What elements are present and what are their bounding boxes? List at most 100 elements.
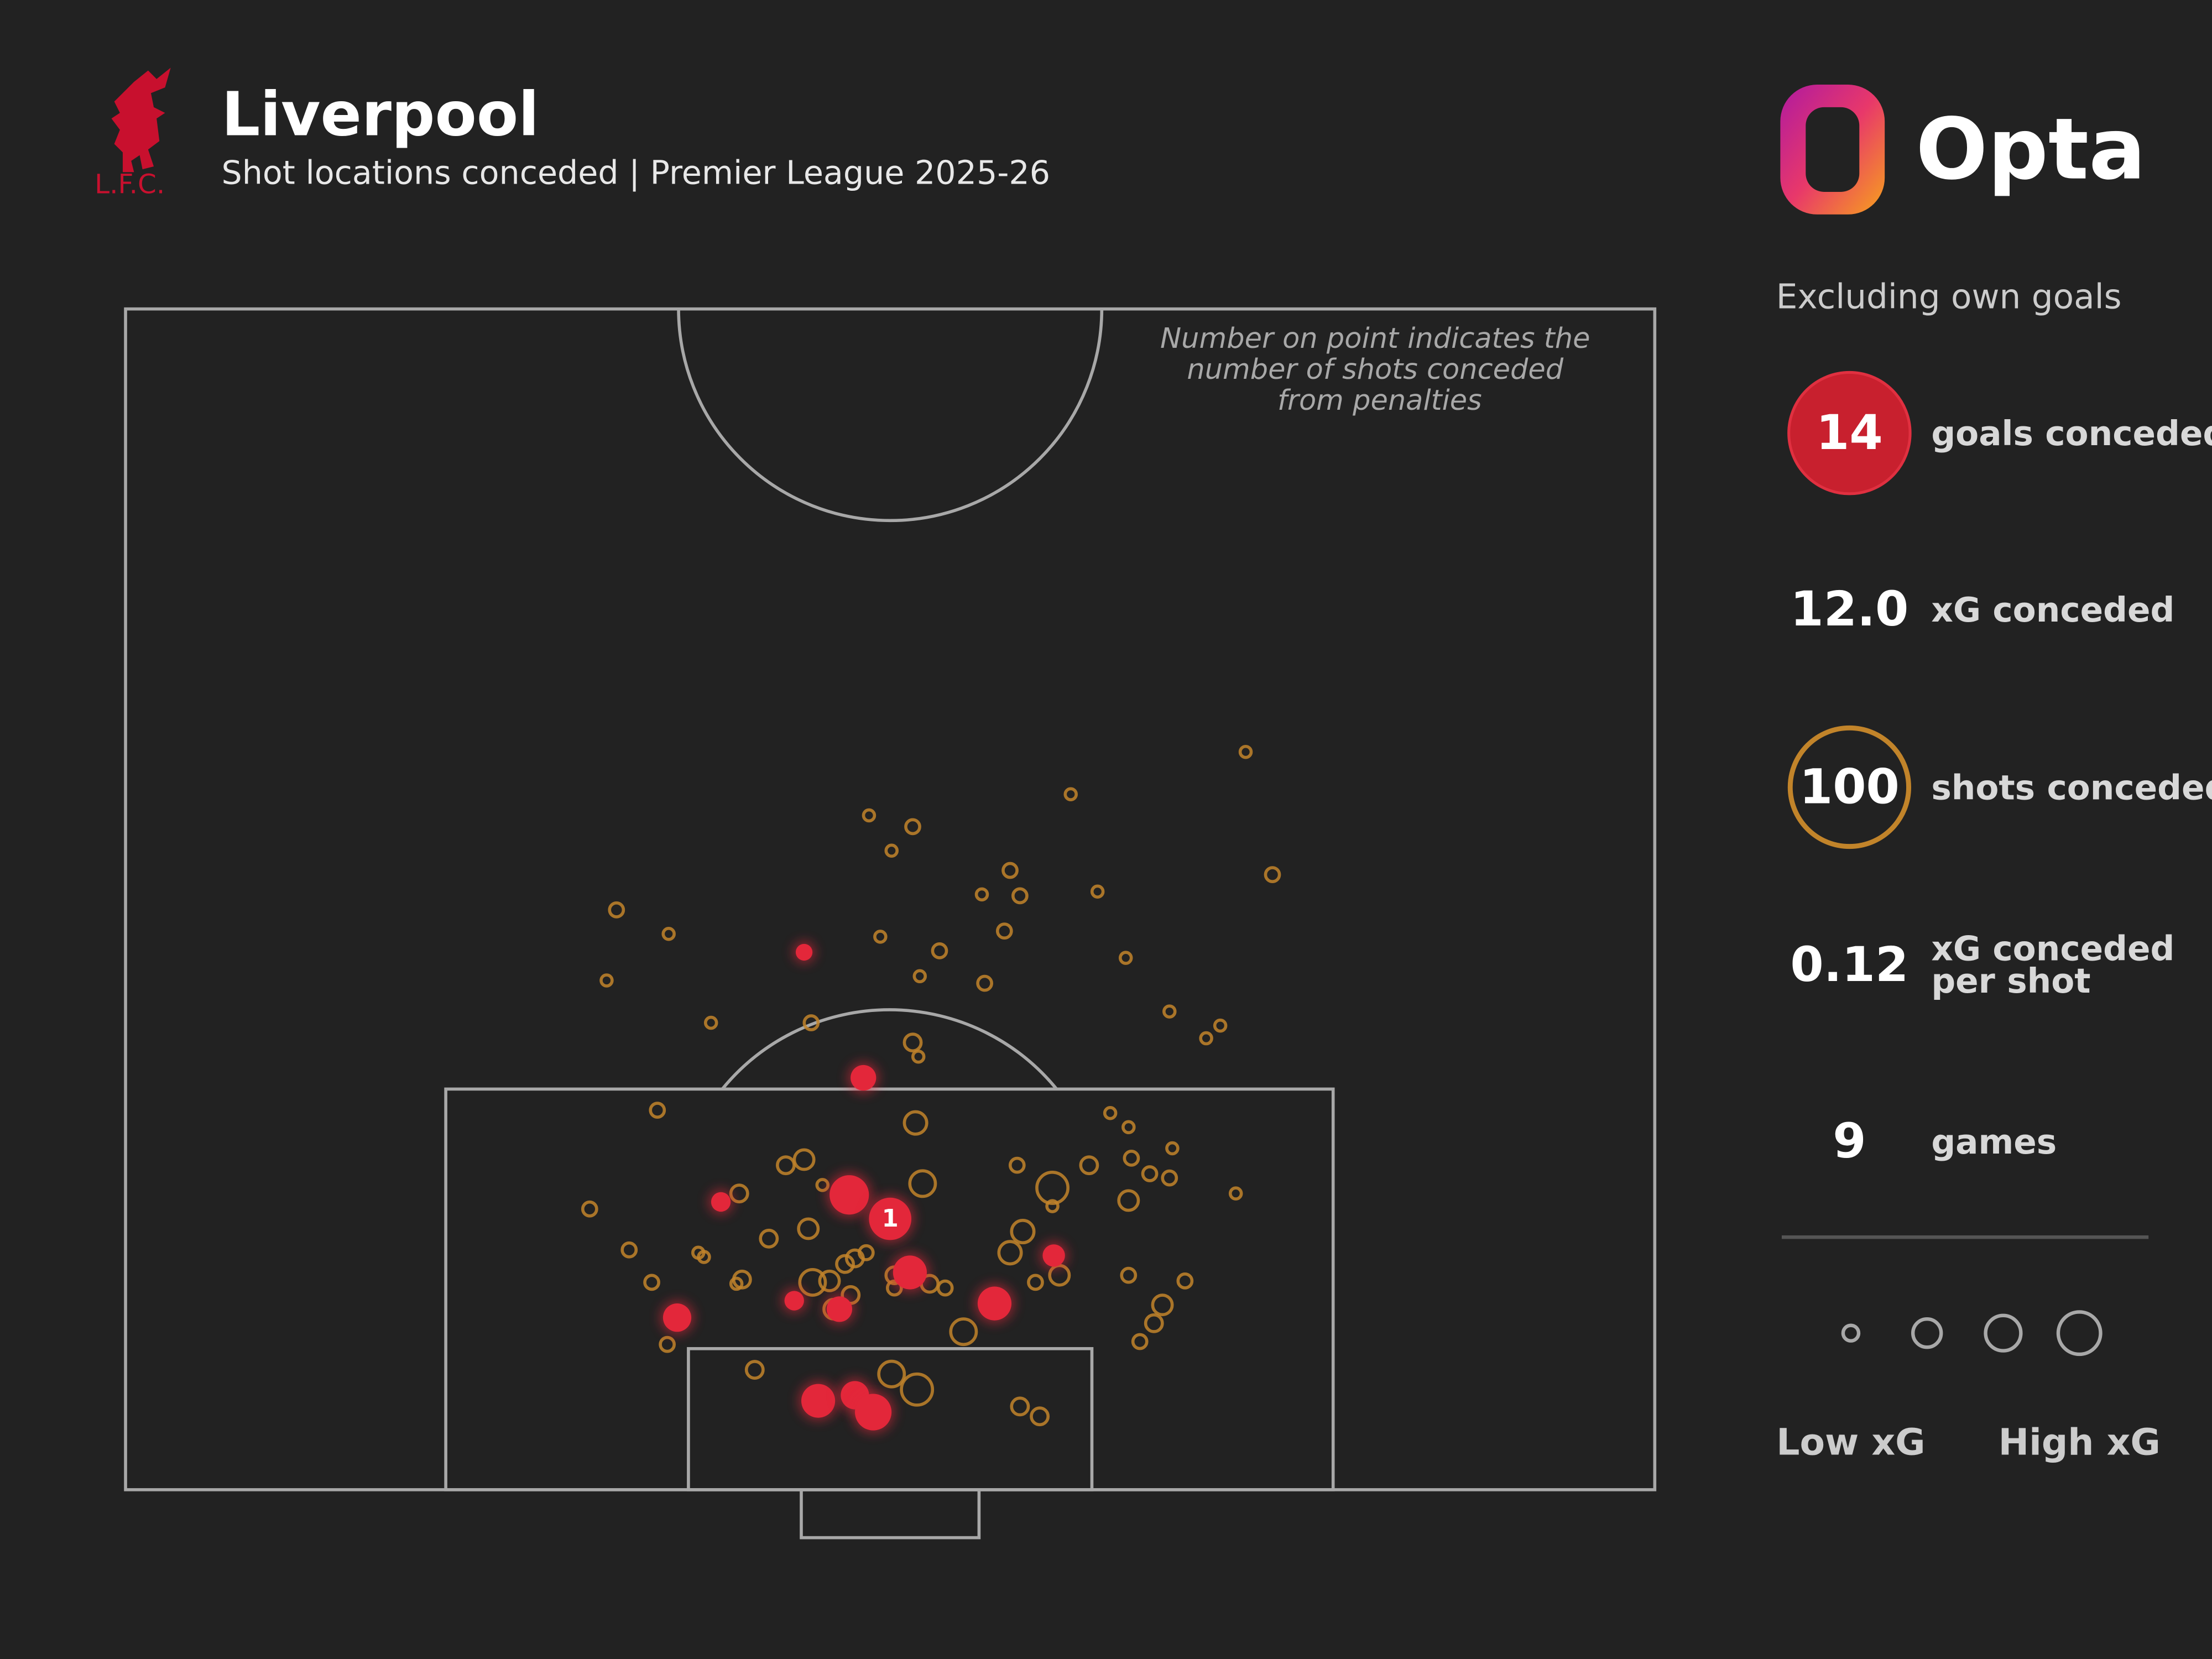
shot xyxy=(818,1269,841,1292)
logo-hole xyxy=(1806,107,1860,192)
shot xyxy=(912,969,927,984)
stat-value: 9 xyxy=(1833,1113,1866,1169)
caption: Excluding own goals xyxy=(1776,277,2122,316)
stat-label-line: xG conceded xyxy=(1931,591,2174,630)
shot xyxy=(815,1178,830,1192)
goal xyxy=(854,1394,892,1431)
shot xyxy=(1027,1274,1044,1291)
goal xyxy=(801,1384,836,1418)
shot xyxy=(1117,1189,1140,1212)
penalty-arc xyxy=(721,1008,1058,1091)
goal xyxy=(784,1291,804,1311)
note-line: from penalties xyxy=(1277,384,1482,417)
shot xyxy=(1120,1266,1138,1284)
goal xyxy=(851,1065,877,1091)
brand: Opta xyxy=(1916,101,2146,199)
shot xyxy=(902,1110,928,1136)
goal xyxy=(1042,1244,1065,1267)
shot xyxy=(1010,1396,1030,1417)
shot xyxy=(802,1014,820,1031)
shot xyxy=(697,1250,711,1264)
shot xyxy=(1144,1313,1164,1333)
stat-label-line: goals conceded xyxy=(1931,414,2212,453)
shot xyxy=(797,1217,820,1240)
shot xyxy=(599,973,614,988)
legend-circle xyxy=(1841,1323,1861,1343)
goal xyxy=(795,943,813,961)
shot xyxy=(759,1228,779,1249)
subtitle: Shot locations conceded | Premier League… xyxy=(222,154,1051,191)
shot xyxy=(877,1359,906,1389)
shot xyxy=(1010,1219,1036,1245)
shot xyxy=(649,1102,666,1119)
stat-value: 100 xyxy=(1799,759,1900,815)
goals-badge xyxy=(1787,371,1912,495)
shot xyxy=(1151,1293,1174,1317)
opta-logo: Opta xyxy=(1780,85,2146,215)
goal xyxy=(826,1296,852,1322)
stat-label: games xyxy=(1931,1122,2057,1161)
stat-label-line: xG conceded xyxy=(1931,929,2174,968)
shot xyxy=(884,843,899,858)
shot xyxy=(949,1317,978,1347)
shot xyxy=(643,1274,660,1291)
shot xyxy=(620,1241,638,1259)
shot xyxy=(1238,744,1253,759)
legend-circle xyxy=(1984,1313,2023,1353)
shot xyxy=(775,1155,796,1176)
goal xyxy=(977,1286,1012,1321)
shot xyxy=(1035,1171,1070,1205)
shot xyxy=(1213,1018,1228,1033)
shot xyxy=(703,1015,718,1030)
goal xyxy=(869,1197,912,1240)
stat-label-line: shots conceded xyxy=(1931,768,2212,807)
stat-label-line: games xyxy=(1931,1122,2057,1161)
stat-label: goals conceded xyxy=(1931,414,2212,453)
pitch xyxy=(124,307,1657,1540)
shot xyxy=(1030,1406,1050,1427)
shot xyxy=(798,1267,827,1297)
note-line: Number on point indicates the xyxy=(1160,322,1590,355)
shot xyxy=(1008,1156,1026,1174)
shot xyxy=(931,942,948,959)
shot xyxy=(608,901,625,919)
legend-low: Low xG xyxy=(1776,1420,1925,1463)
shot xyxy=(659,1335,676,1353)
stat-label: xG conceded xyxy=(1931,591,2174,630)
stat-label: shots conceded xyxy=(1931,768,2212,807)
size-legend xyxy=(1841,1310,2103,1357)
shot xyxy=(1001,862,1019,879)
shot xyxy=(835,1254,855,1274)
goal xyxy=(711,1192,731,1212)
shot xyxy=(997,1240,1023,1266)
shot xyxy=(581,1200,598,1218)
shot xyxy=(744,1360,765,1380)
shot xyxy=(1090,884,1105,899)
note-line: number of shots conceded xyxy=(1187,353,1563,386)
shot xyxy=(1118,951,1133,965)
shot xyxy=(1141,1165,1159,1182)
shot xyxy=(900,1372,935,1407)
shot xyxy=(1079,1155,1099,1176)
shot xyxy=(729,1183,749,1204)
shot xyxy=(857,1244,875,1261)
crest: L.F.C. xyxy=(95,67,171,200)
shot xyxy=(1131,1333,1149,1350)
centre-circle xyxy=(677,309,1104,523)
stats-panel: Excluding own goals 14 goals conceded 12… xyxy=(1776,277,2212,1463)
legend-circle xyxy=(1911,1317,1943,1349)
stat-value: 12.0 xyxy=(1790,581,1908,637)
shots: 1 xyxy=(581,744,1281,1433)
shot xyxy=(995,922,1013,940)
shot xyxy=(1123,1150,1140,1167)
title: Liverpool xyxy=(222,79,539,150)
legend-high: High xG xyxy=(1999,1420,2161,1463)
stat-value: 0.12 xyxy=(1790,937,1908,993)
shot xyxy=(873,930,888,944)
stat-value: 14 xyxy=(1816,405,1883,461)
shot xyxy=(976,974,993,992)
stat-label: xG conceded per shot xyxy=(1931,929,2186,1001)
shot xyxy=(1228,1186,1243,1201)
